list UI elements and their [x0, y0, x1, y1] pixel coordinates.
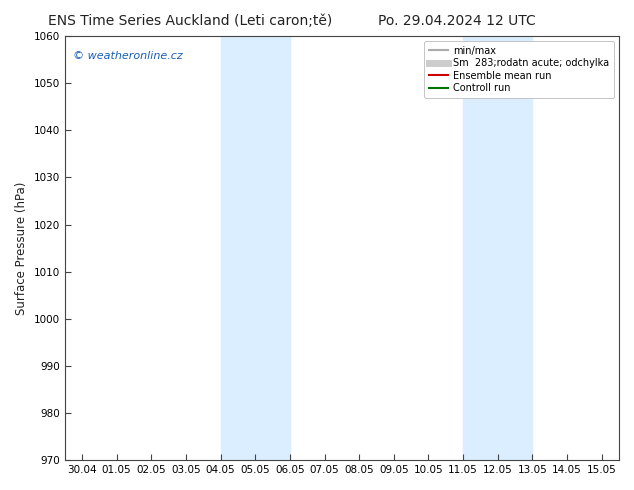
Y-axis label: Surface Pressure (hPa): Surface Pressure (hPa) — [15, 181, 28, 315]
Text: Po. 29.04.2024 12 UTC: Po. 29.04.2024 12 UTC — [378, 14, 535, 28]
Bar — [221, 36, 290, 460]
Bar — [463, 36, 533, 460]
Text: © weatheronline.cz: © weatheronline.cz — [73, 51, 183, 61]
Legend: min/max, Sm  283;rodatn acute; odchylka, Ensemble mean run, Controll run: min/max, Sm 283;rodatn acute; odchylka, … — [424, 41, 614, 98]
Text: ENS Time Series Auckland (Leti caron;tě): ENS Time Series Auckland (Leti caron;tě) — [48, 14, 332, 28]
